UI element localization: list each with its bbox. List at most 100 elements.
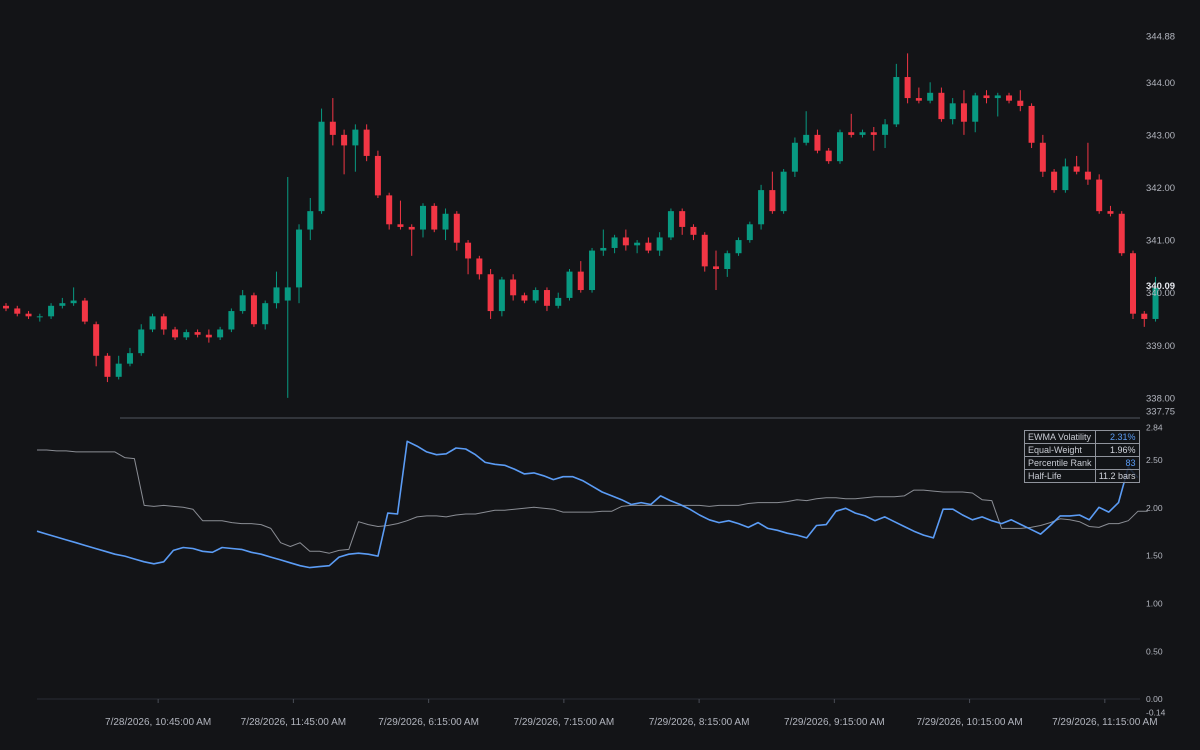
candle[interactable] [690, 224, 697, 241]
candle[interactable] [36, 313, 43, 322]
ewma-volatility-line[interactable] [36, 440, 1139, 569]
candle[interactable] [634, 240, 641, 254]
candle[interactable] [780, 169, 787, 214]
candle[interactable] [611, 234, 618, 254]
candle[interactable] [70, 287, 77, 306]
candle[interactable] [453, 211, 460, 251]
candle[interactable] [656, 232, 663, 256]
candle[interactable] [589, 247, 596, 293]
candle[interactable] [25, 311, 32, 319]
candle[interactable] [1130, 250, 1136, 319]
candle[interactable] [814, 129, 821, 154]
candle[interactable] [972, 92, 979, 133]
candle[interactable] [893, 63, 900, 127]
candle[interactable] [386, 192, 393, 230]
candle[interactable] [960, 90, 967, 135]
candle[interactable] [1107, 205, 1114, 217]
candle[interactable] [307, 197, 314, 241]
candle[interactable] [915, 87, 922, 104]
candle[interactable] [138, 324, 145, 356]
candle[interactable] [284, 176, 291, 398]
candle[interactable] [679, 208, 686, 235]
candle[interactable] [397, 200, 404, 230]
candle[interactable] [983, 90, 990, 104]
candle[interactable] [713, 250, 720, 291]
candle[interactable] [81, 297, 88, 325]
candle[interactable] [825, 148, 832, 164]
candle[interactable] [521, 292, 528, 304]
candle[interactable] [758, 184, 765, 230]
candle[interactable] [769, 171, 776, 214]
candle[interactable] [848, 113, 855, 138]
candle[interactable] [465, 240, 472, 275]
candle[interactable] [1096, 174, 1103, 214]
candle[interactable] [870, 126, 877, 151]
candle[interactable] [318, 108, 325, 214]
candle[interactable] [172, 326, 179, 340]
candle[interactable] [994, 92, 1001, 117]
candle[interactable] [363, 124, 370, 162]
candle[interactable] [262, 300, 269, 330]
candle[interactable] [803, 111, 810, 146]
candle[interactable] [882, 119, 889, 149]
candle[interactable] [14, 305, 21, 317]
candle[interactable] [239, 290, 246, 314]
volatility-pane[interactable] [36, 440, 1148, 569]
candle[interactable] [532, 287, 539, 304]
candle[interactable] [228, 308, 235, 333]
candle[interactable] [836, 129, 843, 164]
candle[interactable] [859, 129, 866, 138]
candle[interactable] [645, 237, 652, 254]
candle[interactable] [735, 237, 742, 256]
candle[interactable] [442, 208, 449, 241]
candle[interactable] [927, 82, 934, 104]
candle[interactable] [1017, 90, 1024, 112]
candle[interactable] [1039, 134, 1046, 177]
candle[interactable] [1073, 155, 1080, 175]
candle[interactable] [93, 321, 100, 367]
candle[interactable] [1028, 103, 1035, 149]
candle[interactable] [273, 271, 280, 309]
candle[interactable] [115, 355, 122, 380]
candle[interactable] [217, 326, 224, 340]
candle[interactable] [1118, 211, 1125, 256]
candle[interactable] [622, 229, 629, 251]
candle[interactable] [296, 224, 303, 304]
candle[interactable] [1062, 158, 1069, 193]
price-pane[interactable] [3, 53, 1159, 398]
candle[interactable] [1006, 92, 1013, 104]
candle[interactable] [667, 208, 674, 241]
candle[interactable] [149, 313, 156, 333]
candle[interactable] [904, 53, 911, 104]
candle[interactable] [329, 98, 336, 146]
candle[interactable] [352, 124, 359, 172]
candle[interactable] [555, 292, 562, 309]
candle[interactable] [431, 203, 438, 233]
candle[interactable] [374, 150, 381, 198]
candle[interactable] [577, 261, 584, 293]
equal-weight-volatility-line[interactable] [37, 449, 1148, 554]
candle[interactable] [949, 98, 956, 125]
candle[interactable] [1051, 169, 1058, 193]
candle[interactable] [408, 224, 415, 256]
candle[interactable] [1152, 276, 1159, 322]
candle[interactable] [183, 329, 190, 340]
candle[interactable] [498, 276, 505, 317]
candle[interactable] [487, 268, 494, 319]
candle[interactable] [1084, 142, 1091, 185]
candle[interactable] [938, 87, 945, 122]
candle[interactable] [724, 250, 731, 277]
candle[interactable] [419, 203, 426, 238]
candle[interactable] [104, 353, 111, 383]
candle[interactable] [194, 329, 201, 338]
candle[interactable] [126, 347, 133, 367]
candle[interactable] [543, 287, 550, 312]
candle[interactable] [701, 232, 708, 272]
candle[interactable] [48, 303, 55, 319]
candle[interactable] [3, 303, 9, 312]
candle[interactable] [160, 313, 167, 335]
candle[interactable] [510, 274, 517, 301]
candle[interactable] [600, 229, 607, 256]
